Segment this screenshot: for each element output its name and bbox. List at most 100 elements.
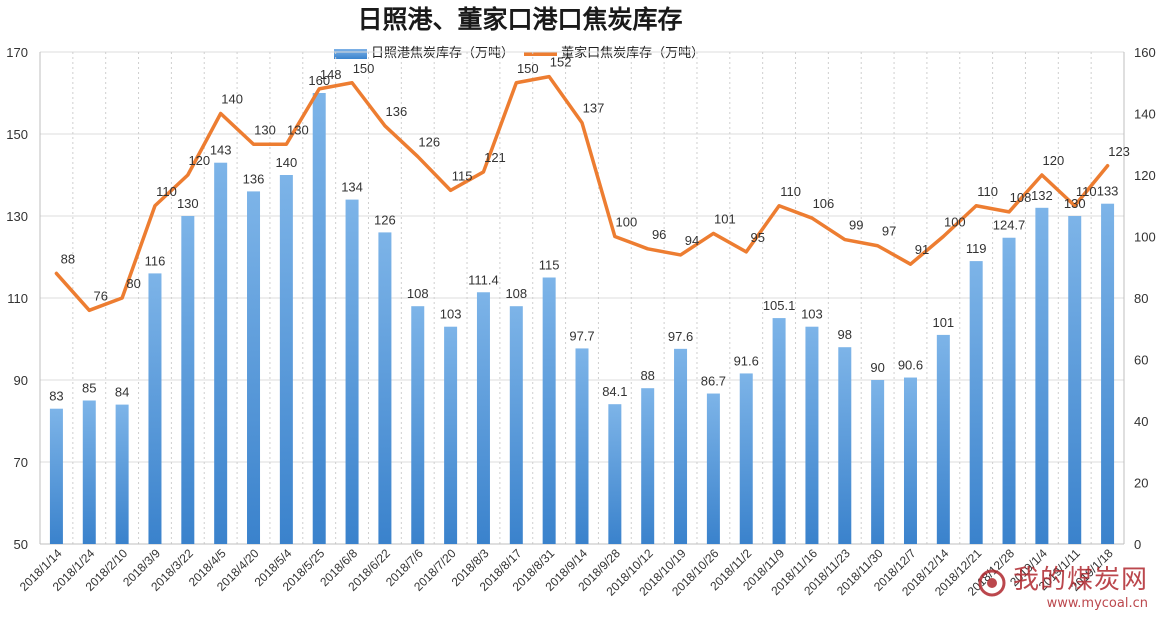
bar-data-label: 84.1 xyxy=(602,384,627,399)
bar xyxy=(1002,237,1016,545)
legend-bar-label: 日照港焦炭库存（万吨） xyxy=(371,46,515,61)
bar xyxy=(936,334,950,544)
line-data-label: 110 xyxy=(977,184,998,199)
line-data-label: 126 xyxy=(418,135,440,150)
bar-data-label: 116 xyxy=(145,253,166,268)
y-right-tick-label: 60 xyxy=(1134,353,1148,368)
line-data-label: 115 xyxy=(452,168,473,183)
y-left-tick-label: 170 xyxy=(6,45,28,60)
line-data-label: 137 xyxy=(583,101,605,116)
line-data-label: 152 xyxy=(550,55,572,70)
y-right-tick-label: 140 xyxy=(1134,107,1156,122)
line-data-label: 100 xyxy=(944,215,966,230)
bar xyxy=(247,191,261,544)
bar-data-label: 86.7 xyxy=(701,374,726,389)
bar-data-label: 97.7 xyxy=(569,328,594,343)
bar-data-label: 97.6 xyxy=(668,329,693,344)
legend-line-swatch xyxy=(524,51,558,56)
line-data-label: 140 xyxy=(221,92,243,107)
bar-data-label: 119 xyxy=(966,241,987,256)
bar xyxy=(411,306,425,544)
bar xyxy=(148,273,162,544)
bar-data-label: 103 xyxy=(801,307,823,322)
legend-bar-swatch xyxy=(334,48,367,59)
watermark-text: 我的煤炭网 xyxy=(1012,564,1148,595)
bar-data-label: 88 xyxy=(640,368,654,383)
bar xyxy=(871,380,885,544)
legend: 日照港焦炭库存（万吨） 董家口焦炭库存（万吨） xyxy=(334,42,710,62)
line-data-label: 108 xyxy=(1010,190,1032,205)
watermark-url: www.mycoal.cn xyxy=(1046,596,1148,611)
line-data-label: 120 xyxy=(1043,153,1065,168)
bar-data-label: 115 xyxy=(539,258,560,273)
line-data-label: 150 xyxy=(517,61,539,76)
y-left-tick-label: 130 xyxy=(6,209,28,224)
bar-data-label: 160 xyxy=(308,73,330,88)
line-data-label: 76 xyxy=(94,288,108,303)
line-data-label: 99 xyxy=(849,218,863,233)
bar xyxy=(805,326,819,544)
bar xyxy=(674,348,688,544)
line-data-label: 96 xyxy=(652,227,666,242)
bar-data-label: 105.1 xyxy=(763,298,796,313)
line-data-label: 88 xyxy=(61,251,75,266)
legend-item-bar: 日照港焦炭库存（万吨） xyxy=(334,42,514,61)
bar-data-label: 134 xyxy=(341,180,363,195)
bar-data-label: 85 xyxy=(82,381,96,396)
bar-data-label: 108 xyxy=(505,286,527,301)
bar xyxy=(181,216,195,544)
line-data-label: 94 xyxy=(685,233,699,248)
line-data-label: 91 xyxy=(915,242,929,257)
bar-data-label: 90 xyxy=(870,360,884,375)
bar-data-label: 84 xyxy=(115,385,129,400)
y-right-tick-label: 120 xyxy=(1134,168,1156,183)
bar xyxy=(772,318,786,544)
bar xyxy=(838,347,852,544)
line-data-label: 110 xyxy=(780,184,801,199)
bar-data-label: 140 xyxy=(276,155,298,170)
bar xyxy=(476,292,490,544)
bar-data-label: 83 xyxy=(49,389,63,404)
line-data-label: 120 xyxy=(188,153,210,168)
bar-data-label: 143 xyxy=(210,143,232,158)
bar xyxy=(903,377,917,544)
bar xyxy=(542,277,556,544)
bar xyxy=(378,232,392,544)
watermark: 我的煤炭网 www.mycoal.cn xyxy=(977,559,1148,611)
bar-data-label: 132 xyxy=(1031,188,1053,203)
bar xyxy=(115,404,129,544)
line-data-label: 148 xyxy=(320,67,342,82)
line-data-label: 100 xyxy=(615,215,637,230)
bar xyxy=(969,261,983,544)
y-right-tick-label: 100 xyxy=(1134,230,1156,245)
bar xyxy=(214,162,228,544)
bar xyxy=(345,199,359,544)
bar xyxy=(1068,216,1082,544)
bar-data-label: 124.7 xyxy=(993,218,1026,233)
bar xyxy=(739,373,753,544)
bar xyxy=(444,326,458,544)
y-left-tick-label: 90 xyxy=(14,373,28,388)
line-data-label: 110 xyxy=(156,184,177,199)
line-data-label: 80 xyxy=(126,276,140,291)
bar xyxy=(575,348,589,544)
line-data-label: 110 xyxy=(1076,184,1097,199)
bar xyxy=(509,306,523,544)
line-data-label: 106 xyxy=(813,196,835,211)
bar-data-label: 136 xyxy=(243,171,265,186)
bar xyxy=(641,388,655,544)
bar-data-label: 108 xyxy=(407,286,429,301)
bar-data-label: 130 xyxy=(177,196,199,211)
y-left-tick-label: 110 xyxy=(7,291,28,306)
bar xyxy=(608,404,622,544)
bar-data-label: 133 xyxy=(1097,184,1119,199)
bar xyxy=(279,175,293,544)
bar-data-label: 126 xyxy=(374,212,396,227)
y-right-tick-label: 160 xyxy=(1134,45,1156,60)
coal-logo-icon xyxy=(978,569,1006,597)
line-data-label: 150 xyxy=(353,61,375,76)
line-data-label: 130 xyxy=(254,122,276,137)
y-right-tick-label: 80 xyxy=(1134,291,1148,306)
line-data-label: 121 xyxy=(484,150,506,165)
